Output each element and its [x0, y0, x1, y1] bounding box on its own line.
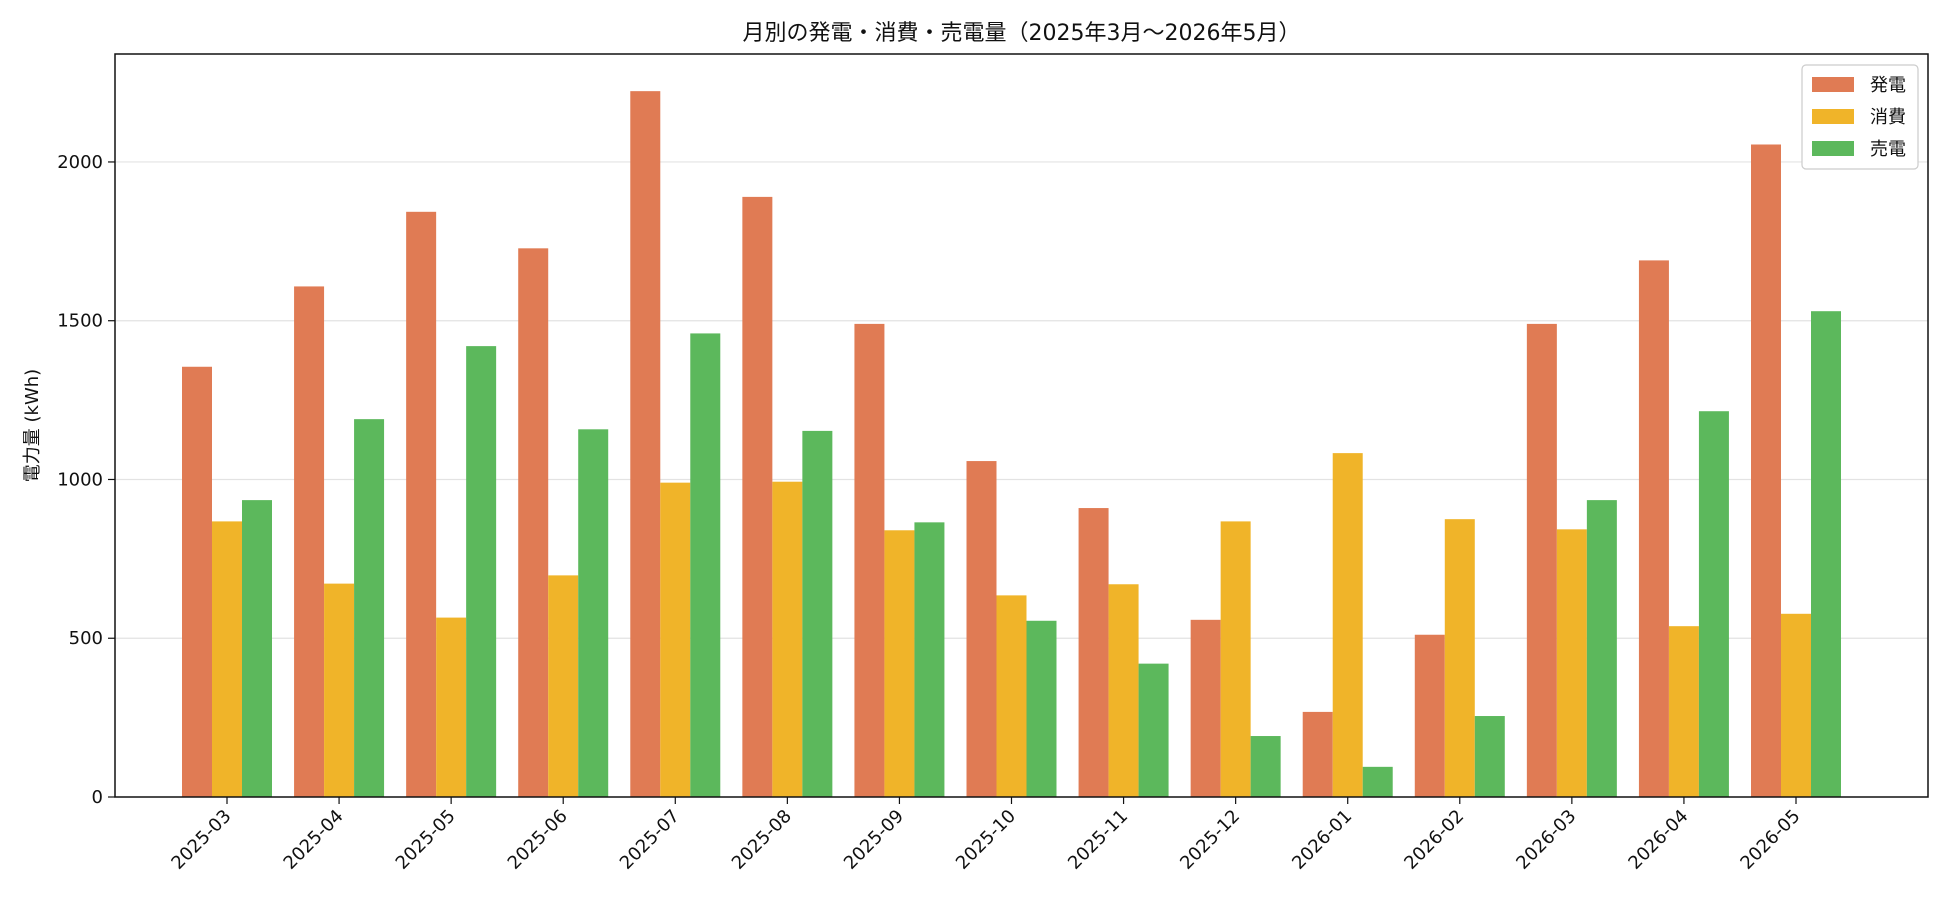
- bar-売電-2025-10: [1026, 620, 1057, 797]
- x-tick-label: 2025-05: [392, 806, 460, 874]
- x-tick-label: 2026-04: [1624, 806, 1692, 874]
- x-tick-label: 2026-02: [1400, 806, 1468, 874]
- bar-売電-2026-03: [1586, 500, 1617, 797]
- bar-売電-2026-02: [1474, 716, 1505, 797]
- bar-発電-2025-04: [294, 286, 325, 797]
- bar-消費-2025-10: [996, 595, 1027, 797]
- bar-発電-2025-03: [182, 366, 212, 797]
- bar-売電-2025-09: [914, 522, 945, 797]
- bar-売電-2026-04: [1698, 411, 1729, 797]
- x-tick-label: 2025-06: [504, 806, 572, 874]
- legend-label: 売電: [1870, 139, 1906, 160]
- bar-消費-2026-02: [1444, 519, 1475, 797]
- chart-title: 月別の発電・消費・売電量（2025年3月〜2026年5月）: [743, 21, 1301, 46]
- y-tick-label: 1500: [57, 311, 103, 332]
- y-tick-label: 500: [69, 628, 103, 649]
- bar-消費-2025-12: [1220, 521, 1251, 797]
- bar-発電-2025-11: [1078, 508, 1109, 797]
- bar-消費-2025-03: [212, 521, 242, 797]
- legend-label: 消費: [1870, 107, 1906, 128]
- bar-発電-2025-10: [966, 461, 997, 797]
- bar-発電-2026-04: [1638, 260, 1669, 797]
- bar-売電-2025-08: [802, 430, 833, 797]
- legend-swatch: [1812, 77, 1854, 92]
- bar-発電-2026-03: [1526, 323, 1557, 797]
- bar-売電-2025-12: [1250, 736, 1281, 797]
- bar-発電-2025-07: [630, 91, 661, 797]
- bar-消費-2025-08: [772, 481, 803, 797]
- y-tick-label: 2000: [57, 152, 103, 173]
- bar-発電-2026-02: [1414, 634, 1445, 797]
- bar-消費-2026-03: [1556, 529, 1587, 797]
- bar-売電-2025-06: [578, 429, 609, 797]
- bar-消費-2026-04: [1668, 626, 1699, 797]
- bar-消費-2025-11: [1108, 584, 1139, 797]
- bar-売電-2026-05: [1811, 311, 1841, 797]
- bar-発電-2025-05: [406, 211, 437, 798]
- x-tick-label: 2025-03: [167, 806, 235, 874]
- bar-発電-2025-12: [1190, 619, 1221, 797]
- legend-swatch: [1812, 109, 1854, 124]
- plot-frame: [114, 53, 1929, 798]
- x-tick-label: 2025-10: [952, 806, 1020, 874]
- x-tick-label: 2026-05: [1736, 806, 1804, 874]
- bar-消費-2025-06: [548, 575, 579, 797]
- y-tick-label: 0: [92, 787, 103, 808]
- x-tick-label: 2026-03: [1512, 806, 1580, 874]
- y-axis-label: 電力量 (kWh): [22, 369, 43, 482]
- bar-消費-2025-04: [324, 583, 355, 797]
- bar-発電-2026-01: [1302, 711, 1333, 797]
- bar-発電-2026-05: [1751, 144, 1781, 797]
- x-tick-label: 2025-12: [1176, 806, 1244, 874]
- bar-売電-2025-07: [690, 333, 721, 797]
- bar-発電-2025-06: [518, 248, 549, 798]
- bar-消費-2026-05: [1781, 613, 1811, 797]
- bar-売電-2025-11: [1138, 663, 1169, 797]
- bar-消費-2025-09: [884, 530, 915, 797]
- bars: [182, 91, 1841, 798]
- x-tick-label: 2025-07: [616, 806, 684, 874]
- x-tick-label: 2025-04: [280, 806, 348, 874]
- legend-label: 発電: [1870, 75, 1906, 96]
- bar-売電-2025-03: [242, 500, 272, 797]
- x-tick-label: 2025-08: [728, 806, 796, 874]
- bar-発電-2025-09: [854, 323, 885, 797]
- x-tick-label: 2025-09: [840, 806, 908, 874]
- x-tick-label: 2026-01: [1288, 806, 1356, 874]
- x-tick-label: 2025-11: [1064, 806, 1132, 874]
- bar-売電-2026-01: [1362, 766, 1393, 797]
- bar-発電-2025-08: [742, 196, 773, 797]
- bar-売電-2025-05: [466, 346, 497, 797]
- bar-消費-2025-07: [660, 482, 691, 797]
- bar-消費-2025-05: [436, 617, 467, 797]
- bar-売電-2025-04: [354, 419, 385, 797]
- bar-消費-2026-01: [1332, 453, 1363, 797]
- legend-swatch: [1812, 141, 1854, 156]
- y-tick-label: 1000: [57, 469, 103, 490]
